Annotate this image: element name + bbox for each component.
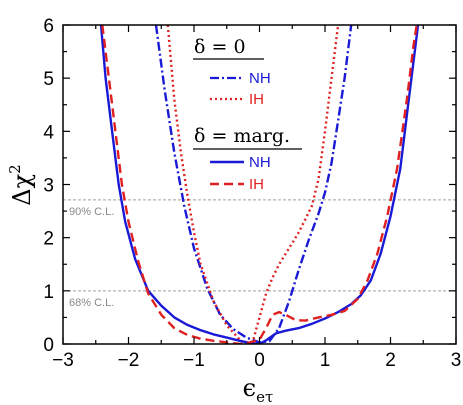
y-axis-title-sup: 2: [6, 164, 24, 174]
series-line-nh-delta-zero: [154, 25, 353, 344]
x-tick-label: −3: [52, 350, 74, 371]
y-axis-title-main: Δχ: [8, 173, 36, 205]
legend: δ = 0 NH IH δ = marg. NH IH: [193, 36, 302, 193]
series-line-ih-delta-zero: [166, 25, 340, 344]
legend-label-ih-delta-marg: IH: [249, 176, 264, 193]
x-tick-label: 2: [385, 350, 396, 371]
confidence-level-lines: 90% C.L. 68% C.L.: [63, 199, 456, 309]
x-tick-label: −2: [118, 350, 140, 371]
legend-heading-delta-marg: δ = marg.: [194, 125, 290, 147]
x-tick-label: −1: [183, 350, 205, 371]
y-tick-label: 3: [43, 176, 54, 197]
axis-ticks: [62, 24, 457, 345]
y-tick-label: 5: [43, 69, 54, 90]
y-tick-label: 2: [43, 229, 54, 250]
legend-label-nh-delta-marg: NH: [249, 154, 271, 171]
series-line-ih-delta-marg: [101, 25, 418, 344]
y-tick-label: 4: [43, 122, 54, 143]
svg-text:Δχ2: Δχ2: [6, 164, 36, 205]
series-line-nh-delta-marg: [99, 25, 420, 344]
series-layer: [99, 25, 420, 344]
x-tick-label: 1: [320, 350, 331, 371]
y-tick-label: 1: [43, 282, 54, 303]
y-axis-title: Δχ2: [6, 164, 36, 205]
x-axis-title-main: ϵ: [243, 374, 256, 402]
x-axis-title: ϵeτ: [243, 374, 274, 405]
x-axis-title-sub: eτ: [256, 388, 273, 405]
x-tick-label: 0: [254, 350, 265, 371]
x-tick-label: 3: [451, 350, 462, 371]
cl-label-0: 90% C.L.: [69, 206, 114, 218]
y-tick-label: 6: [43, 16, 54, 37]
axis-tick-labels: −3 −2 −1 0 1 2 3 0 1 2 3 4 5 6: [43, 16, 461, 371]
cl-label-1: 68% C.L.: [69, 297, 114, 309]
y-tick-label: 0: [43, 335, 54, 356]
legend-label-ih-delta-zero: IH: [249, 91, 264, 108]
legend-heading-delta-zero: δ = 0: [194, 36, 246, 58]
legend-label-nh-delta-zero: NH: [249, 70, 271, 87]
